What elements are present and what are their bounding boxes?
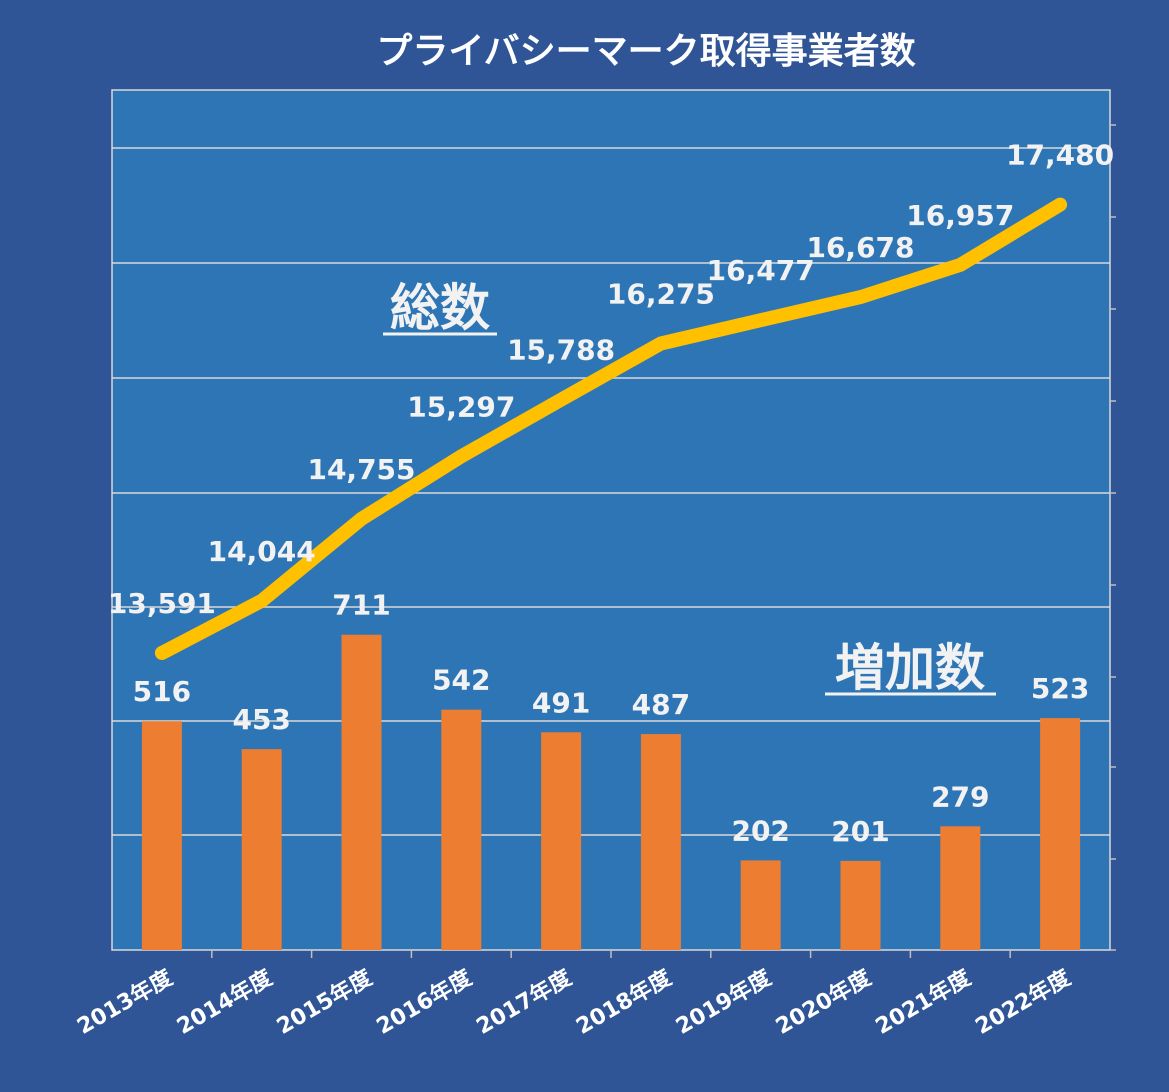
x-axis-label-9: 2022年度 — [971, 964, 1076, 1040]
line-point-1 — [260, 599, 263, 602]
bar-value-label-2: 711 — [332, 589, 390, 622]
x-axis-label-8: 2021年度 — [871, 964, 976, 1040]
line-value-label-8: 16,957 — [906, 199, 1014, 232]
x-axis-label-6: 2019年度 — [672, 964, 777, 1040]
line-value-label-5: 16,275 — [607, 278, 715, 311]
x-axis-label-7: 2020年度 — [771, 964, 876, 1040]
x-axis-label-0: 2013年度 — [73, 964, 178, 1040]
x-axis-label-2: 2015年度 — [272, 964, 377, 1040]
line-value-label-1: 14,044 — [208, 535, 316, 568]
bar-series — [141, 634, 1081, 950]
total-line — [154, 197, 1068, 660]
bar-8 — [940, 826, 981, 950]
annotation-total: 総数 — [383, 279, 497, 337]
line-point-0 — [160, 652, 163, 654]
line-value-label-9: 17,480 — [1006, 139, 1114, 172]
bar-3 — [441, 709, 482, 950]
line-point-8 — [959, 263, 962, 266]
line-value-label-4: 15,788 — [507, 334, 615, 367]
x-axis-labels: 2013年度2014年度2015年度2016年度2017年度2018年度2019… — [73, 964, 1076, 1040]
line-point-4 — [560, 398, 563, 401]
line-point-2 — [360, 517, 363, 520]
annotation-increase-text: 増加数 — [835, 639, 985, 697]
bar-value-label-5: 487 — [632, 688, 690, 721]
bar-2 — [341, 634, 382, 950]
x-axis-ticks — [211, 950, 1011, 958]
bar-value-label-1: 453 — [232, 703, 290, 736]
bar-value-label-9: 523 — [1031, 672, 1089, 705]
bar-value-label-4: 491 — [532, 686, 590, 719]
line-point-9 — [1059, 203, 1062, 206]
bar-value-label-6: 202 — [731, 814, 789, 847]
bar-4 — [541, 732, 582, 950]
annotation-total-text: 総数 — [390, 279, 490, 337]
bar-value-label-3: 542 — [432, 664, 490, 697]
x-axis-label-4: 2017年度 — [472, 964, 577, 1040]
line-point-6 — [759, 319, 762, 322]
bar-0 — [141, 721, 182, 950]
bar-5 — [640, 734, 681, 950]
x-axis-label-5: 2018年度 — [572, 964, 677, 1040]
line-value-label-3: 15,297 — [407, 390, 515, 423]
annotation-increase: 増加数 — [825, 639, 996, 697]
line-labels: 13,591 14,044 14,755 15,297 15,788 16,27516,4… — [108, 139, 1114, 654]
line-value-label-2: 14,755 — [307, 453, 415, 486]
bar-value-label-8: 279 — [931, 780, 989, 813]
bar-value-label-0: 516 — [133, 675, 191, 708]
bar-labels: 516 453 711 542 491 487 202 201 279 523 — [133, 589, 1090, 848]
x-axis-label-1: 2014年度 — [173, 964, 278, 1040]
bar-1 — [241, 749, 282, 950]
line-value-label-0: 13,591 — [108, 587, 216, 620]
line-point-3 — [460, 455, 463, 458]
bar-value-label-7: 201 — [831, 815, 889, 848]
bar-6 — [740, 860, 781, 950]
line-point-5 — [659, 342, 662, 345]
line-value-label-6: 16,477 — [707, 254, 815, 287]
bar-7 — [840, 860, 881, 950]
x-axis-label-3: 2016年度 — [372, 964, 477, 1040]
chart-title: プライバシーマーク取得事業者数 — [376, 31, 915, 72]
bar-9 — [1040, 718, 1081, 950]
line-value-label-7: 16,678 — [806, 231, 914, 264]
line-point-7 — [859, 296, 862, 299]
